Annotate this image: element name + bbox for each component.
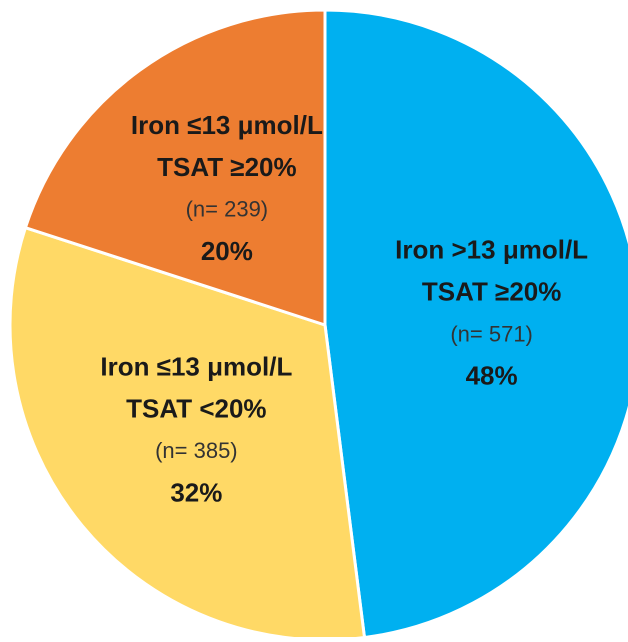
- value-label: 32%: [170, 477, 222, 507]
- slice-label: Iron ≤13 μmol/L: [100, 351, 292, 381]
- slice-label: TSAT ≥20%: [422, 276, 561, 306]
- slice-count: (n= 571): [450, 321, 533, 346]
- slice-label: Iron ≤13 μmol/L: [131, 110, 323, 140]
- pie-slice: [23, 8, 327, 328]
- slice-count: (n= 385): [155, 438, 238, 463]
- slice-count: (n= 239): [186, 197, 269, 222]
- slice-label: TSAT ≥20%: [157, 152, 296, 182]
- slice-label: Iron >13 μmol/L: [395, 234, 588, 264]
- value-label: 48%: [466, 360, 518, 390]
- value-label: 20%: [201, 236, 253, 266]
- pie-slice: [323, 8, 628, 640]
- slice-label: TSAT <20%: [126, 393, 266, 423]
